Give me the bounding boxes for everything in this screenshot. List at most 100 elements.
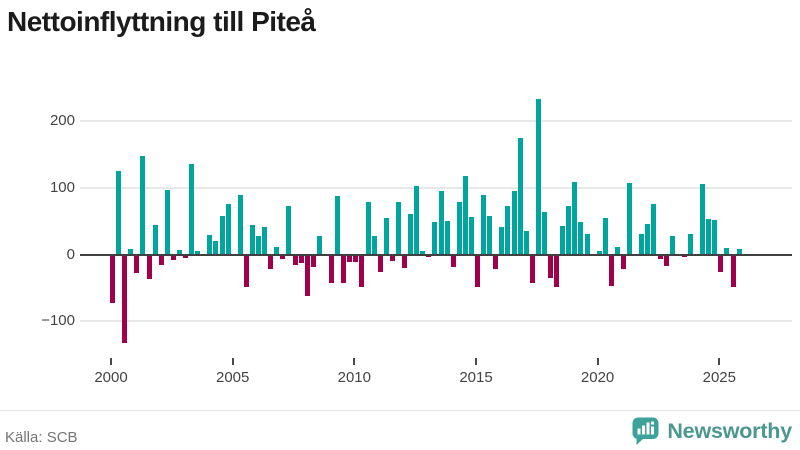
bar-2014Q3 bbox=[462, 176, 468, 255]
bar-2021Q2 bbox=[627, 182, 633, 255]
bar-2006Q4 bbox=[274, 246, 280, 255]
gridline bbox=[80, 320, 792, 323]
bar-2000Q2 bbox=[116, 170, 122, 255]
bar-2015Q2 bbox=[481, 195, 487, 255]
bar-2016Q4 bbox=[517, 138, 523, 255]
newsworthy-logo-text: Newsworthy bbox=[667, 418, 792, 443]
bar-2000Q4 bbox=[128, 249, 134, 255]
bar-2022Q1 bbox=[645, 224, 651, 255]
x-axis-tick bbox=[231, 358, 234, 365]
bar-2006Q2 bbox=[262, 227, 268, 255]
chart-title: Nettoinflyttning till Piteå bbox=[7, 6, 316, 37]
bar-2013Q1 bbox=[426, 254, 432, 258]
bar-2010Q2 bbox=[359, 254, 365, 287]
bar-2013Q3 bbox=[438, 190, 444, 255]
bar-2011Q2 bbox=[383, 217, 389, 255]
bar-2018Q3 bbox=[560, 226, 566, 255]
bar-2017Q4 bbox=[541, 211, 547, 255]
bar-2017Q1 bbox=[523, 231, 529, 255]
bar-2008Q1 bbox=[304, 254, 310, 296]
bar-2007Q4 bbox=[298, 254, 304, 264]
bar-2009Q1 bbox=[329, 254, 334, 284]
bar-2023Q3 bbox=[681, 254, 687, 258]
bar-2003Q1 bbox=[183, 254, 188, 258]
y-axis-tick-label: 200 bbox=[49, 111, 75, 129]
bar-2002Q3 bbox=[170, 254, 176, 260]
bar-2012Q1 bbox=[402, 254, 407, 268]
gridline bbox=[80, 119, 792, 122]
bar-2023Q1 bbox=[669, 236, 675, 255]
bar-2022Q3 bbox=[657, 254, 663, 260]
bar-2025Q2 bbox=[724, 247, 730, 255]
bar-2012Q2 bbox=[408, 213, 414, 255]
bar-2015Q1 bbox=[475, 254, 480, 288]
bar-2022Q4 bbox=[663, 254, 669, 266]
bar-2024Q2 bbox=[700, 184, 706, 255]
x-axis-tick bbox=[718, 358, 721, 365]
newsworthy-logo: Newsworthy bbox=[632, 417, 792, 445]
bar-2020Q2 bbox=[602, 217, 608, 255]
bar-2001Q3 bbox=[146, 254, 152, 279]
x-axis-tick bbox=[353, 358, 356, 365]
bar-2019Q1 bbox=[572, 181, 578, 255]
bar-2025Q1 bbox=[718, 254, 724, 272]
bar-2024Q4 bbox=[712, 219, 718, 255]
bar-2001Q2 bbox=[140, 156, 146, 255]
bar-2002Q1 bbox=[158, 254, 164, 266]
bar-2010Q1 bbox=[353, 254, 359, 262]
bar-2009Q4 bbox=[347, 254, 353, 262]
bar-2019Q2 bbox=[578, 221, 584, 255]
bar-2007Q1 bbox=[280, 254, 286, 259]
y-axis-tick-label: 100 bbox=[49, 178, 75, 196]
bar-2021Q1 bbox=[621, 254, 626, 269]
bar-2015Q3 bbox=[487, 215, 493, 255]
bar-2010Q4 bbox=[371, 236, 377, 255]
bar-2016Q2 bbox=[505, 205, 511, 255]
x-axis-tick bbox=[596, 358, 599, 365]
bar-2003Q2 bbox=[189, 164, 195, 255]
bar-2012Q4 bbox=[420, 250, 426, 255]
bar-2003Q3 bbox=[195, 251, 201, 255]
bar-2011Q1 bbox=[377, 254, 383, 272]
bar-2024Q3 bbox=[706, 219, 712, 255]
bar-2001Q1 bbox=[134, 254, 140, 273]
bar-2018Q4 bbox=[566, 205, 572, 255]
x-axis-tick bbox=[475, 358, 477, 365]
bar-2005Q3 bbox=[243, 254, 249, 288]
bar-2014Q4 bbox=[468, 217, 474, 255]
zero-axis-line bbox=[80, 253, 792, 256]
bar-2025Q4 bbox=[736, 248, 742, 255]
bar-2009Q2 bbox=[335, 195, 341, 255]
bar-2011Q3 bbox=[389, 254, 395, 262]
bar-2023Q4 bbox=[687, 233, 693, 255]
x-axis-tick-label: 2015 bbox=[459, 369, 493, 386]
bar-2020Q3 bbox=[608, 254, 614, 286]
bar-2014Q1 bbox=[450, 254, 456, 268]
bar-2002Q2 bbox=[164, 190, 170, 255]
bar-2002Q4 bbox=[176, 249, 182, 255]
source-text: Källa: SCB bbox=[5, 429, 78, 446]
bar-2001Q4 bbox=[152, 225, 158, 255]
bar-2000Q1 bbox=[110, 254, 115, 304]
bar-2009Q3 bbox=[341, 254, 347, 283]
bar-2017Q2 bbox=[529, 254, 535, 283]
bar-2014Q2 bbox=[456, 201, 462, 255]
y-axis-tick-label: −100 bbox=[41, 312, 75, 330]
bar-2018Q1 bbox=[548, 254, 553, 278]
footer-divider bbox=[0, 410, 800, 411]
bar-2020Q4 bbox=[614, 247, 620, 255]
x-axis-tick-label: 2005 bbox=[216, 369, 250, 386]
bar-2021Q4 bbox=[639, 233, 645, 255]
bar-2013Q4 bbox=[444, 221, 450, 255]
bar-2016Q1 bbox=[499, 227, 505, 255]
bar-2004Q3 bbox=[219, 215, 225, 255]
bar-2017Q3 bbox=[535, 98, 541, 255]
bar-2006Q1 bbox=[256, 236, 261, 255]
bar-2008Q3 bbox=[316, 236, 322, 255]
bar-2004Q1 bbox=[207, 235, 213, 255]
bar-2000Q3 bbox=[122, 254, 128, 343]
bar-2015Q4 bbox=[493, 254, 499, 269]
bar-2018Q2 bbox=[554, 254, 560, 288]
bar-2006Q3 bbox=[268, 254, 274, 270]
